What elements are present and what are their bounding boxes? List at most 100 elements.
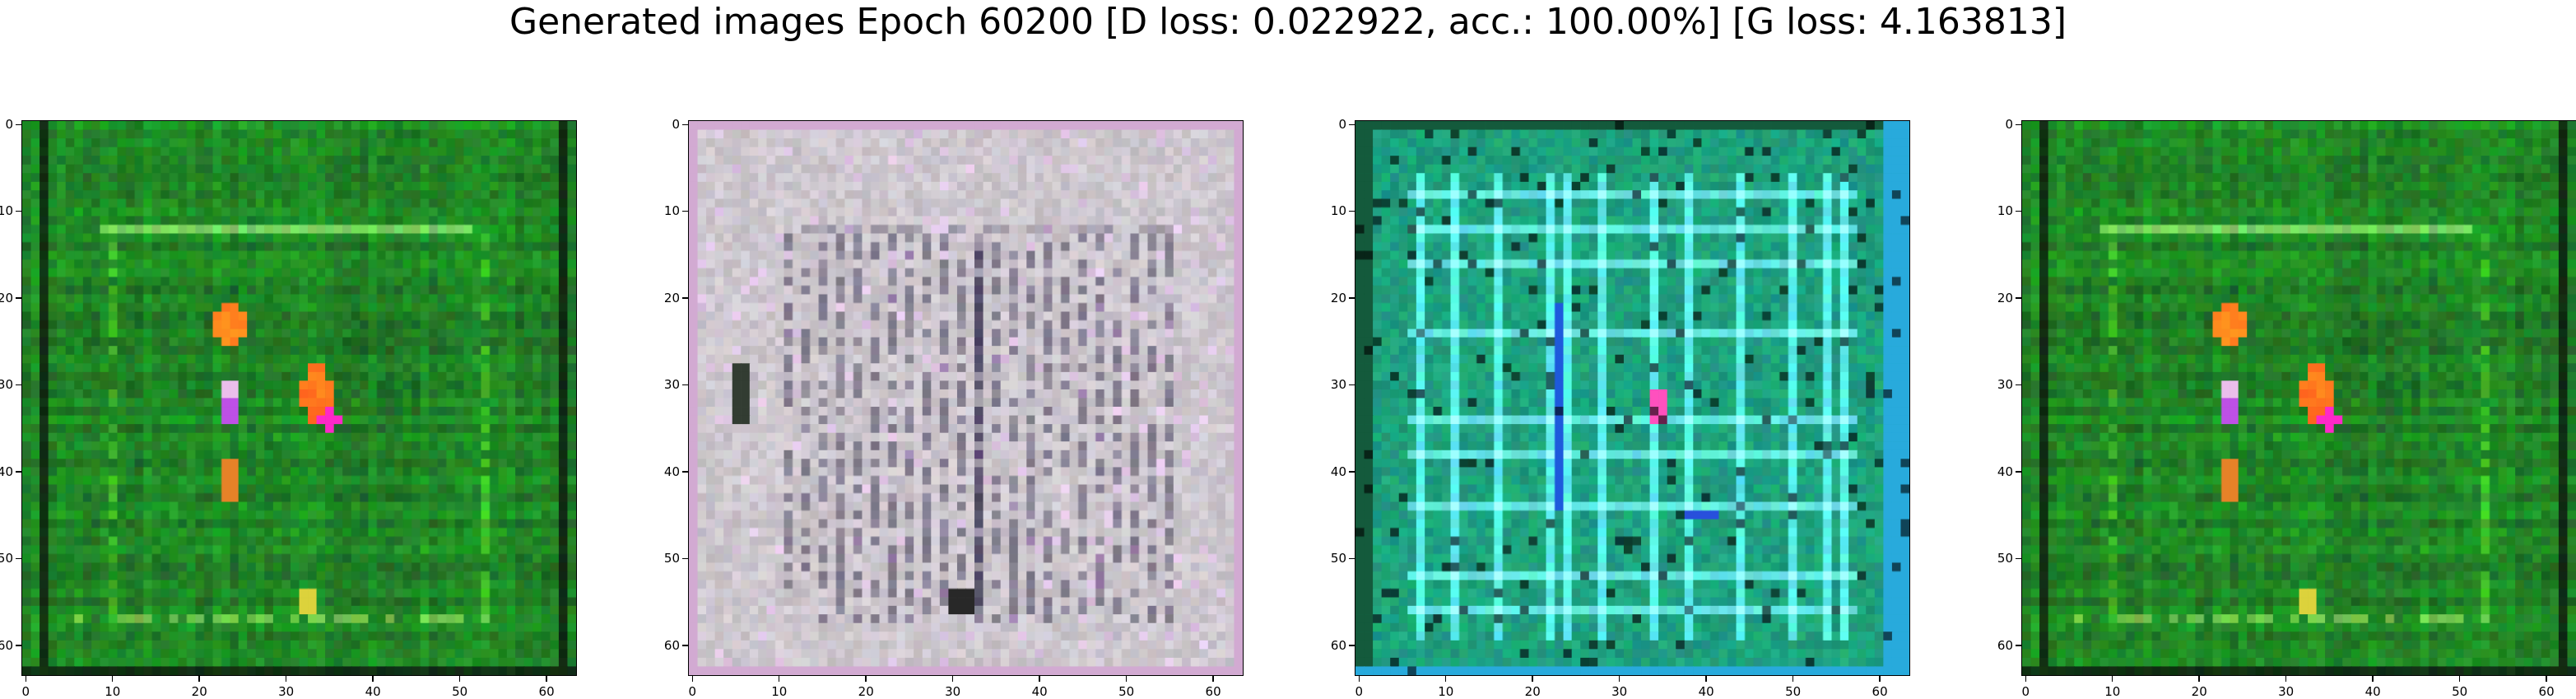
x-axis-tick-label: 10 xyxy=(771,684,788,699)
generated-image-3: 0 0 10 10 20 20 30 30 40 40 50 50 60 60 xyxy=(1331,118,1910,698)
y-axis-tick-label: 50 xyxy=(0,551,13,566)
x-axis-tick-label: 0 xyxy=(1355,684,1364,699)
figure-title: Generated images Epoch 60200 [D loss: 0.… xyxy=(509,1,2067,43)
y-axis-tick xyxy=(2016,210,2021,212)
y-axis-tick-label: 60 xyxy=(663,637,680,653)
x-axis-tick xyxy=(1705,676,1707,682)
y-axis-tick-label: 20 xyxy=(1330,290,1346,305)
y-axis-tick-label: 60 xyxy=(1330,637,1346,653)
y-axis-tick xyxy=(1349,297,1355,299)
y-axis-tick xyxy=(16,384,21,386)
x-axis-tick-label: 50 xyxy=(1118,684,1135,699)
x-axis-tick xyxy=(1618,676,1620,682)
y-axis-tick xyxy=(16,210,21,212)
x-axis-tick xyxy=(1532,676,1533,682)
x-axis-tick xyxy=(198,676,200,682)
y-axis-tick xyxy=(16,557,21,560)
x-axis-tick-label: 20 xyxy=(858,684,874,699)
x-axis-tick-label: 60 xyxy=(2538,684,2555,699)
x-axis-tick xyxy=(2111,676,2113,682)
x-axis-tick-label: 50 xyxy=(2452,684,2468,699)
y-axis-tick-label: 60 xyxy=(1997,637,2013,653)
y-axis-tick xyxy=(1349,557,1355,560)
x-axis-tick xyxy=(2025,676,2027,682)
y-axis-tick-label: 40 xyxy=(1330,464,1346,479)
y-axis-tick xyxy=(682,123,688,126)
x-axis-tick-label: 50 xyxy=(1785,684,1802,699)
x-axis-tick-label: 30 xyxy=(1611,684,1628,699)
x-axis-tick xyxy=(865,676,867,682)
y-axis-tick-label: 20 xyxy=(0,290,13,305)
x-axis-tick-label: 20 xyxy=(1524,684,1541,699)
image-plot-area xyxy=(688,120,1244,676)
y-axis-tick-label: 0 xyxy=(2005,116,2013,132)
x-axis-tick-label: 30 xyxy=(278,684,295,699)
x-axis-tick xyxy=(546,676,547,682)
x-axis-tick-label: 50 xyxy=(452,684,468,699)
y-axis-tick xyxy=(2016,384,2021,386)
x-axis-tick-label: 40 xyxy=(2364,684,2381,699)
x-axis-tick-label: 40 xyxy=(365,684,381,699)
y-axis-tick xyxy=(2016,645,2021,646)
x-axis-tick xyxy=(111,676,114,682)
y-axis-tick xyxy=(16,645,21,646)
x-axis-tick-label: 30 xyxy=(2278,684,2295,699)
x-axis-tick xyxy=(1792,676,1794,682)
x-axis-tick xyxy=(2198,676,2200,682)
y-axis-tick xyxy=(1349,210,1355,212)
x-axis-tick-label: 20 xyxy=(2191,684,2207,699)
x-axis-tick xyxy=(2458,676,2461,682)
image-plot-area xyxy=(21,120,577,676)
y-axis-tick xyxy=(1349,471,1355,473)
generated-image xyxy=(2022,121,2576,675)
y-axis-tick-label: 40 xyxy=(0,464,13,479)
y-axis-tick-label: 20 xyxy=(663,290,680,305)
y-axis-tick xyxy=(682,471,688,473)
y-axis-tick xyxy=(682,297,688,299)
y-axis-tick-label: 10 xyxy=(1997,203,2013,219)
x-axis-tick-label: 40 xyxy=(1698,684,1714,699)
x-axis-tick xyxy=(2546,676,2547,682)
y-axis-tick xyxy=(682,557,688,560)
x-axis-tick-label: 0 xyxy=(2021,684,2030,699)
x-axis-tick-label: 40 xyxy=(1031,684,1048,699)
y-axis-tick-label: 40 xyxy=(663,464,680,479)
generated-image-1: 0 0 10 10 20 20 30 30 40 40 50 50 60 60 xyxy=(0,118,577,698)
y-axis-tick xyxy=(682,645,688,646)
x-axis-tick xyxy=(2372,676,2374,682)
y-axis-tick-label: 0 xyxy=(5,116,13,132)
x-axis-tick-label: 20 xyxy=(191,684,207,699)
y-axis-tick-label: 10 xyxy=(1330,203,1346,219)
y-axis-tick-label: 30 xyxy=(1330,377,1346,393)
generated-image xyxy=(689,121,1243,675)
y-axis-tick xyxy=(2016,297,2021,299)
y-axis-tick xyxy=(1349,645,1355,646)
y-axis-tick xyxy=(16,297,21,299)
x-axis-tick-label: 60 xyxy=(538,684,555,699)
x-axis-tick xyxy=(1212,676,1214,682)
y-axis-tick-label: 30 xyxy=(663,377,680,393)
x-axis-tick xyxy=(1444,676,1447,682)
y-axis-tick-label: 20 xyxy=(1997,290,2013,305)
y-axis-tick-label: 30 xyxy=(0,377,13,393)
y-axis-tick-label: 50 xyxy=(1330,551,1346,566)
x-axis-tick-label: 0 xyxy=(21,684,30,699)
y-axis-tick xyxy=(2016,123,2021,126)
y-axis-tick-label: 50 xyxy=(1997,551,2013,566)
generated-image xyxy=(1355,121,1909,675)
x-axis-tick xyxy=(2285,676,2287,682)
x-axis-tick xyxy=(951,676,954,682)
x-axis-tick xyxy=(372,676,374,682)
x-axis-tick-label: 10 xyxy=(1438,684,1454,699)
x-axis-tick-label: 10 xyxy=(2104,684,2121,699)
generated-image-4: 0 0 10 10 20 20 30 30 40 40 50 50 60 60 xyxy=(1997,118,2576,698)
y-axis-tick xyxy=(1349,384,1355,386)
y-axis-tick-label: 10 xyxy=(0,203,13,219)
y-axis-tick xyxy=(682,384,688,386)
image-plot-area xyxy=(2021,120,2576,676)
y-axis-tick-label: 0 xyxy=(672,116,680,132)
x-axis-tick xyxy=(778,676,780,682)
x-axis-tick xyxy=(458,676,461,682)
y-axis-tick xyxy=(2016,557,2021,560)
x-axis-tick xyxy=(1879,676,1881,682)
